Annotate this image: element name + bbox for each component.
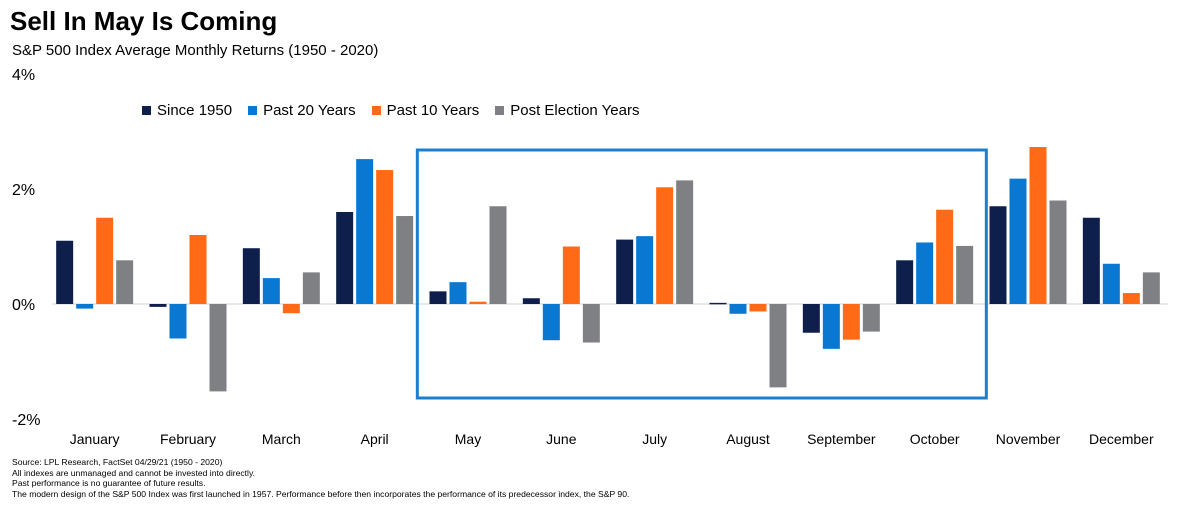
- legend-label: Past 10 Years: [386, 102, 480, 119]
- source-note: Source: LPL Research, FactSet 04/29/21 (…: [12, 457, 223, 467]
- bar-june-series-2: [562, 246, 580, 304]
- bar-october-series-3: [956, 245, 974, 304]
- bar-march-series-1: [262, 278, 280, 304]
- bar-january-series-0: [56, 240, 74, 304]
- legend-item-post-election-years: Post Election Years: [495, 102, 639, 119]
- bar-january-series-2: [96, 217, 114, 304]
- bar-december-series-0: [1082, 217, 1100, 304]
- bar-february-series-1: [169, 304, 187, 339]
- bar-august-series-3: [769, 304, 787, 388]
- x-tick-label: January: [70, 431, 120, 447]
- footnotes: Source: LPL Research, FactSet 04/29/21 (…: [12, 457, 629, 499]
- bar-september-series-3: [862, 304, 880, 332]
- bar-october-series-1: [916, 242, 934, 304]
- x-tick-label: November: [996, 431, 1061, 447]
- bar-february-series-0: [149, 304, 167, 307]
- highlight-box: [415, 148, 988, 400]
- bar-august-series-0: [709, 302, 727, 305]
- bar-june-series-1: [542, 304, 560, 341]
- bar-april-series-0: [336, 212, 354, 304]
- bar-february-series-2: [189, 235, 207, 304]
- x-tick-label: September: [807, 431, 876, 447]
- legend-label: Past 20 Years: [263, 102, 356, 119]
- bar-november-series-2: [1029, 147, 1047, 304]
- x-tick-label: December: [1089, 431, 1154, 447]
- legend-swatch: [248, 106, 258, 115]
- bar-october-series-0: [896, 260, 914, 304]
- bar-december-series-2: [1122, 293, 1140, 304]
- chart-legend: Since 1950 Past 20 Years Past 10 Years P…: [142, 102, 639, 119]
- disclaimer-note: All indexes are unmanaged and cannot be …: [12, 467, 256, 478]
- legend-swatch: [371, 106, 381, 115]
- chart-subtitle: S&P 500 Index Average Monthly Returns (1…: [12, 42, 379, 59]
- legend-item-past-20-years: Past 20 Years: [248, 102, 356, 119]
- bar-november-series-0: [989, 206, 1007, 304]
- bar-july-series-2: [656, 187, 674, 304]
- bar-november-series-1: [1009, 178, 1027, 304]
- x-tick-label: April: [361, 431, 389, 447]
- bar-may-series-3: [489, 206, 507, 304]
- bar-december-series-3: [1142, 272, 1160, 304]
- bar-january-series-1: [76, 304, 94, 309]
- x-tick-label: October: [910, 431, 960, 447]
- bar-march-series-3: [302, 272, 320, 304]
- disclaimer-note: Past performance is no guarantee of futu…: [12, 478, 206, 489]
- legend-swatch: [495, 106, 505, 115]
- x-tick-label: July: [642, 431, 667, 447]
- legend-item-past-10-years: Past 10 Years: [371, 102, 480, 119]
- bar-april-series-2: [376, 170, 394, 304]
- bar-october-series-2: [936, 209, 954, 304]
- legend-swatch: [142, 106, 151, 115]
- bar-january-series-3: [116, 260, 134, 304]
- bar-february-series-3: [209, 304, 227, 392]
- bar-july-series-0: [616, 239, 634, 304]
- bar-november-series-3: [1049, 200, 1067, 304]
- bar-april-series-3: [396, 216, 414, 304]
- bar-july-series-3: [676, 180, 694, 304]
- x-tick-label: May: [455, 431, 481, 447]
- bar-june-series-3: [582, 304, 600, 343]
- bar-june-series-0: [522, 298, 540, 304]
- bar-may-series-1: [449, 282, 467, 304]
- bar-march-series-2: [282, 304, 300, 314]
- y-tick-label: 4%: [12, 67, 35, 84]
- bar-april-series-1: [356, 159, 374, 304]
- bar-may-series-0: [429, 291, 447, 304]
- bar-september-series-0: [802, 304, 820, 333]
- bar-july-series-1: [636, 236, 654, 304]
- legend-item-since-1950: Since 1950: [142, 102, 232, 119]
- x-tick-label: February: [160, 431, 216, 447]
- legend-label: Since 1950: [157, 102, 233, 119]
- legend-label: Post Election Years: [510, 102, 640, 119]
- y-tick-label: -2%: [12, 412, 40, 429]
- bar-march-series-0: [242, 248, 260, 304]
- x-tick-label: March: [262, 431, 301, 447]
- disclaimer-note: The modern design of the S&P 500 Index w…: [12, 488, 630, 499]
- y-tick-label: 0%: [12, 297, 35, 314]
- bar-august-series-2: [749, 304, 767, 312]
- bar-september-series-2: [842, 304, 860, 340]
- chart-title: Sell In May Is Coming: [10, 6, 278, 36]
- bar-august-series-1: [729, 304, 747, 314]
- bar-may-series-2: [469, 301, 487, 304]
- x-tick-label: August: [726, 431, 770, 447]
- bar-september-series-1: [822, 304, 840, 349]
- y-tick-label: 2%: [12, 182, 35, 199]
- bar-december-series-1: [1102, 263, 1120, 304]
- x-tick-label: June: [546, 431, 577, 447]
